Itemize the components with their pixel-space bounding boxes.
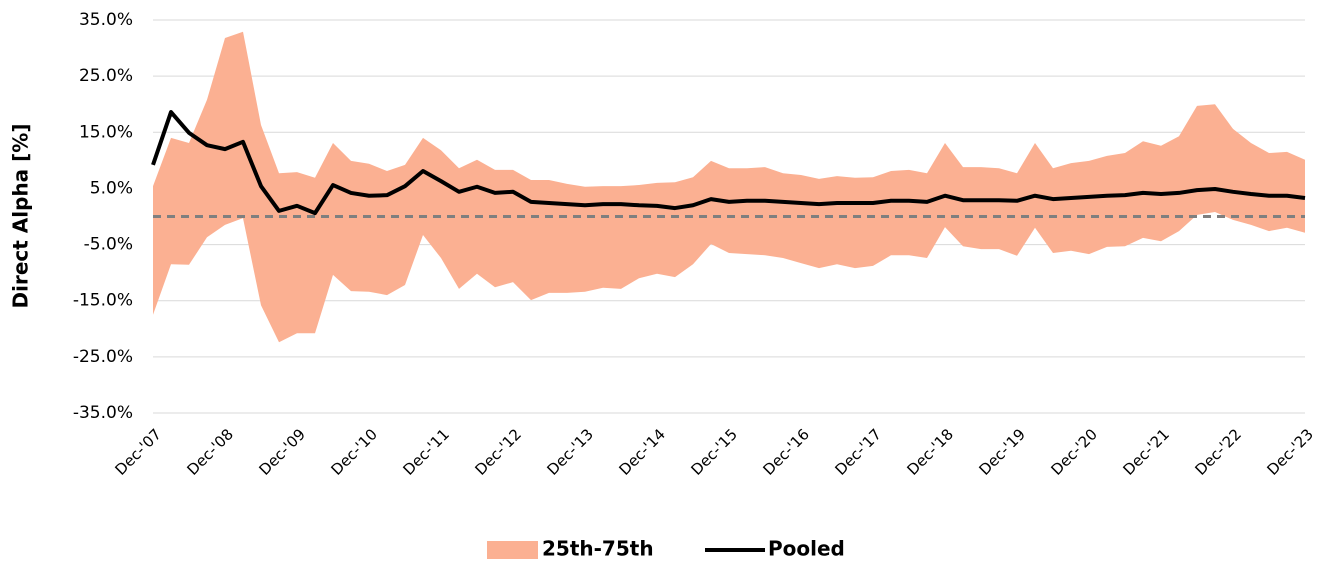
x-tick-label: Dec-'21: [1120, 425, 1173, 478]
y-tick-label: -15.0%: [73, 291, 133, 311]
legend-label: 25th-75th: [542, 537, 654, 561]
x-tick-label: Dec-'15: [688, 425, 741, 478]
x-tick-label: Dec-'17: [832, 425, 885, 478]
legend-swatch: [487, 541, 538, 559]
x-tick-label: Dec-'20: [1048, 425, 1101, 478]
x-tick-label: Dec-'11: [400, 425, 453, 478]
x-tick-label: Dec-'19: [976, 425, 1029, 478]
x-tick-label: Dec-'10: [328, 425, 381, 478]
x-tick-label: Dec-'09: [256, 425, 309, 478]
y-tick-label: -5.0%: [84, 235, 133, 255]
x-tick-label: Dec-'22: [1192, 425, 1245, 478]
x-tick-label: Dec-'13: [544, 425, 597, 478]
y-tick-label: -25.0%: [73, 347, 133, 367]
y-tick-label: -35.0%: [73, 403, 133, 423]
y-tick-label: 35.0%: [79, 10, 133, 30]
x-tick-label: Dec-'23: [1264, 425, 1317, 478]
y-axis-title: Direct Alpha [%]: [9, 124, 33, 309]
x-tick-label: Dec-'07: [112, 425, 165, 478]
y-tick-label: 5.0%: [90, 178, 133, 198]
x-tick-label: Dec-'18: [904, 425, 957, 478]
legend-label: Pooled: [768, 537, 845, 561]
x-tick-label: Dec-'16: [760, 425, 813, 478]
band-area: [153, 31, 1305, 343]
y-tick-label: 25.0%: [79, 66, 133, 86]
x-tick-label: Dec-'12: [472, 425, 525, 478]
pooled-line: [151, 110, 1306, 216]
y-tick-label: 15.0%: [79, 122, 133, 142]
x-tick-label: Dec-'08: [184, 425, 237, 478]
x-tick-label: Dec-'14: [616, 425, 669, 478]
